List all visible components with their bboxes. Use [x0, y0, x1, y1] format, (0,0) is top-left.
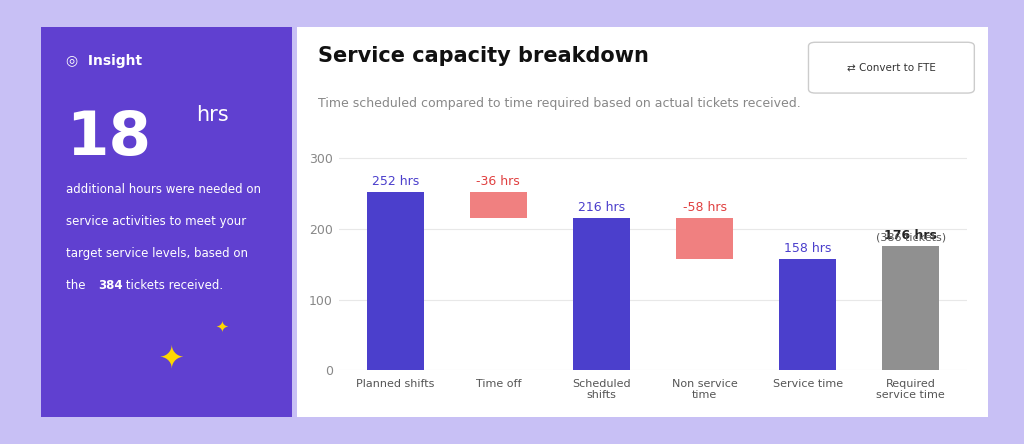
Text: the: the — [67, 279, 89, 292]
Text: ✦: ✦ — [159, 344, 184, 373]
Bar — [676, 218, 733, 258]
Bar — [883, 246, 939, 370]
Bar — [470, 192, 526, 218]
Text: tickets received.: tickets received. — [122, 279, 223, 292]
Text: (386 tickets): (386 tickets) — [876, 221, 946, 242]
Text: hrs: hrs — [197, 105, 229, 125]
Text: service activities to meet your: service activities to meet your — [67, 215, 247, 228]
Text: 176 hrs: 176 hrs — [885, 229, 937, 242]
Text: -58 hrs: -58 hrs — [683, 201, 727, 214]
Bar — [779, 258, 836, 370]
Text: Time scheduled compared to time required based on actual tickets received.: Time scheduled compared to time required… — [317, 97, 801, 110]
Text: 384: 384 — [98, 279, 123, 292]
Text: ✦: ✦ — [215, 320, 228, 335]
Text: ⇄ Convert to FTE: ⇄ Convert to FTE — [847, 63, 936, 73]
Bar — [367, 192, 424, 370]
Text: additional hours were needed on: additional hours were needed on — [67, 183, 261, 196]
Text: 216 hrs: 216 hrs — [578, 201, 625, 214]
Text: 252 hrs: 252 hrs — [372, 175, 419, 188]
Text: 18: 18 — [67, 109, 152, 168]
Text: target service levels, based on: target service levels, based on — [67, 247, 248, 260]
Text: ◎  Insight: ◎ Insight — [67, 54, 142, 68]
Text: -36 hrs: -36 hrs — [476, 175, 520, 188]
Text: Service capacity breakdown: Service capacity breakdown — [317, 46, 648, 66]
FancyBboxPatch shape — [809, 42, 975, 93]
Bar — [573, 218, 630, 370]
Text: 158 hrs: 158 hrs — [784, 242, 831, 255]
